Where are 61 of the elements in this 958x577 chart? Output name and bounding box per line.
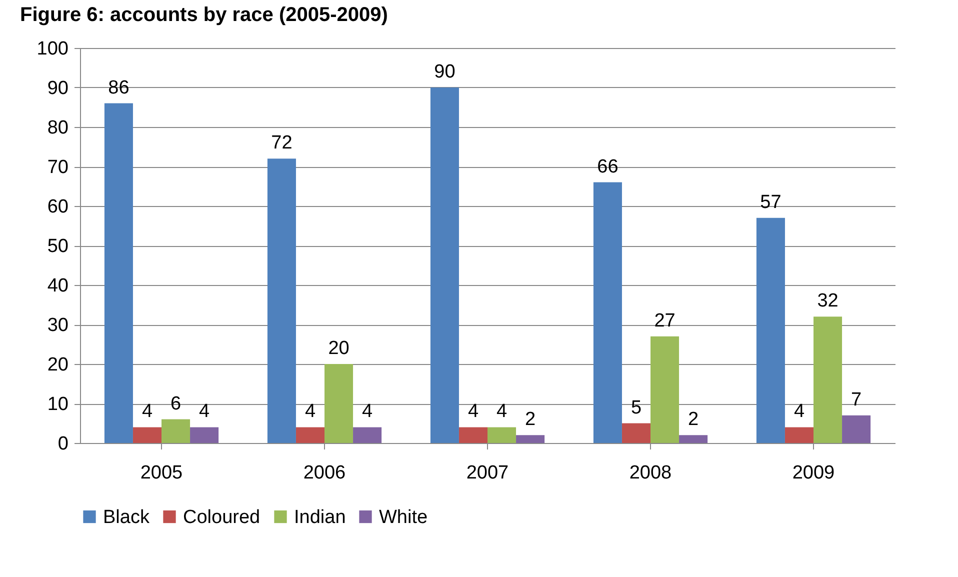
data-label: 20	[328, 338, 350, 359]
data-label: 32	[817, 290, 838, 312]
data-label: 4	[496, 401, 508, 422]
data-label: 27	[654, 310, 676, 332]
bar	[679, 435, 708, 443]
bar	[650, 336, 680, 443]
bar	[516, 435, 545, 443]
y-tick-label: 30	[47, 315, 68, 336]
legend-label: White	[379, 506, 428, 528]
bar	[756, 218, 785, 443]
bar	[488, 427, 516, 443]
x-tick-label: 2006	[303, 462, 346, 484]
bar	[132, 427, 162, 443]
bar	[324, 364, 354, 443]
legend-label: Indian	[294, 506, 346, 528]
y-tick-label: 10	[47, 394, 68, 415]
y-tick-label: 90	[47, 78, 68, 99]
chart-title: Figure 6: accounts by race (2005-2009)	[20, 4, 388, 26]
data-label: 90	[434, 62, 456, 82]
y-tick-label: 0	[58, 434, 68, 454]
y-tick-label: 70	[47, 157, 68, 178]
bar	[430, 88, 459, 443]
bar	[296, 427, 324, 443]
data-label: 2	[688, 409, 699, 430]
bar	[267, 158, 296, 443]
y-tick-label: 60	[47, 196, 68, 218]
bar	[842, 415, 871, 443]
bar	[104, 103, 133, 443]
data-label: 2	[525, 409, 536, 430]
y-tick-label: 50	[47, 236, 68, 257]
x-tick-label: 2007	[466, 462, 509, 484]
data-label: 66	[597, 156, 618, 178]
bar	[593, 182, 622, 443]
bar	[190, 427, 219, 443]
x-tick-label: 2008	[629, 462, 672, 484]
data-label: 4	[794, 401, 805, 422]
y-tick-label: 40	[47, 276, 68, 296]
x-tick-label: 2009	[792, 462, 835, 484]
y-tick-label: 20	[47, 354, 68, 376]
legend-label: Coloured	[183, 506, 260, 528]
bar	[162, 419, 190, 443]
data-label: 4	[304, 401, 316, 422]
data-label: 6	[170, 393, 182, 414]
x-tick-label: 2005	[140, 462, 183, 484]
data-label: 86	[108, 77, 130, 98]
data-label: 5	[630, 397, 642, 418]
y-tick-label: 100	[36, 38, 68, 60]
data-label: 7	[851, 389, 862, 410]
bar	[814, 316, 842, 443]
data-label: 4	[468, 401, 479, 422]
bar	[622, 423, 650, 443]
data-label: 4	[142, 401, 153, 422]
bar	[784, 427, 814, 443]
bar	[458, 427, 488, 443]
data-label: 72	[271, 132, 292, 154]
bar	[353, 427, 382, 443]
data-label: 57	[760, 192, 782, 213]
data-label: 4	[199, 401, 210, 422]
legend-label: Black	[103, 506, 150, 528]
data-label: 4	[362, 401, 373, 422]
y-tick-label: 80	[47, 118, 68, 138]
